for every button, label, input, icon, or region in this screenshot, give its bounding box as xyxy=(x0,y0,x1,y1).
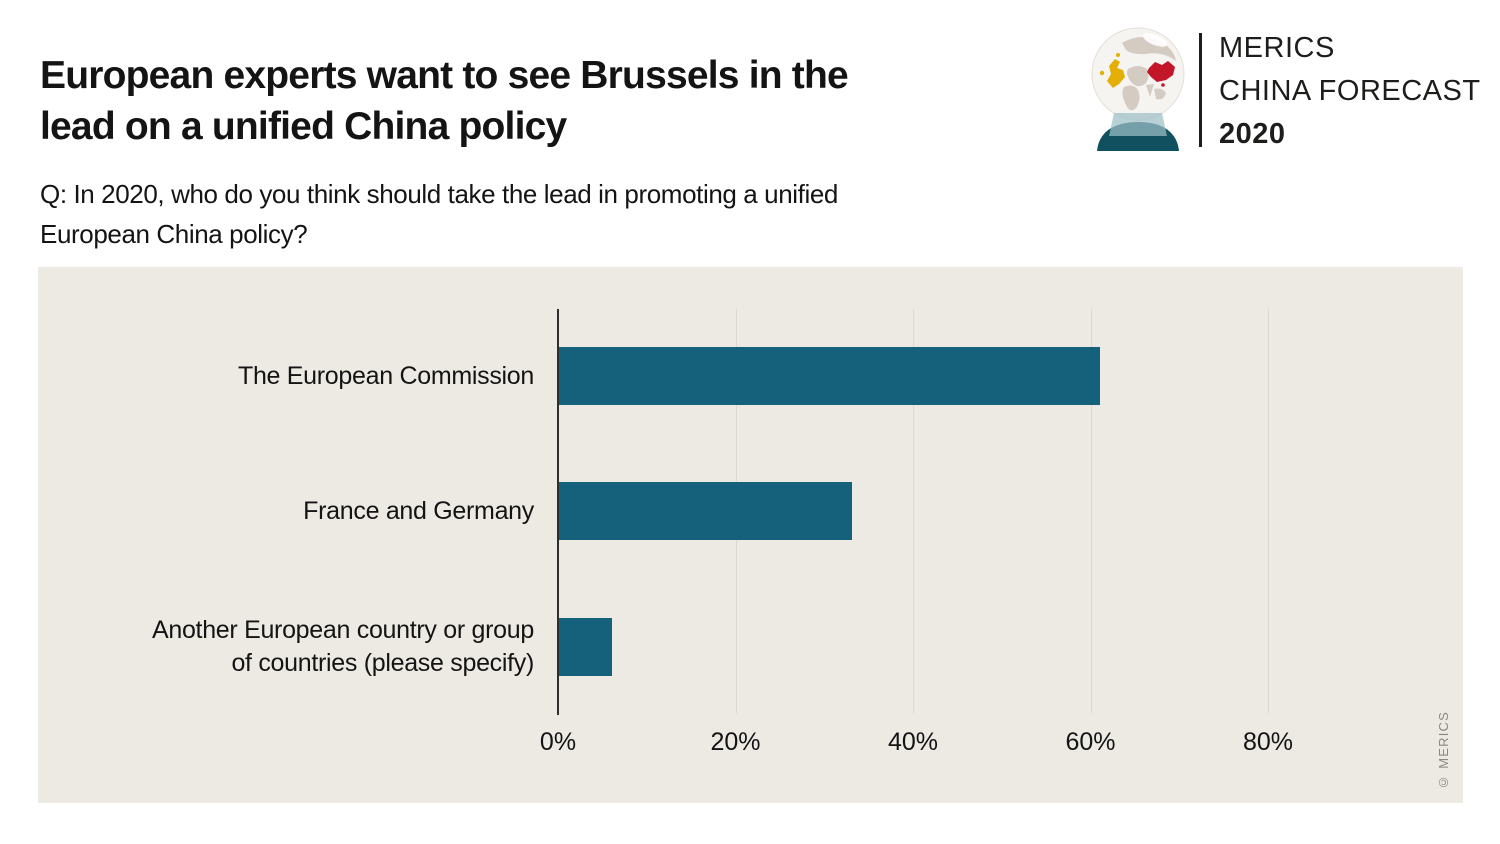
x-tick-label: 20% xyxy=(710,728,761,756)
gridline xyxy=(1268,309,1269,713)
question-subtitle-line1: Q: In 2020, who do you think should take… xyxy=(40,179,838,209)
logo-divider xyxy=(1199,33,1202,147)
logo-brand-name: MERICS xyxy=(1219,32,1335,64)
page-title: European experts want to see Brussels in… xyxy=(40,50,849,152)
gridline xyxy=(1090,309,1092,713)
logo-year: 2020 xyxy=(1219,118,1286,150)
logo-wordmark: MERICS CHINA FORECAST 2020 xyxy=(1219,27,1481,156)
x-tick-label: 0% xyxy=(539,728,577,756)
category-label: France and Germany xyxy=(38,495,534,528)
category-label: Another European country or group of coun… xyxy=(38,614,534,680)
x-tick-label: 60% xyxy=(1065,728,1116,756)
plot-area: 0% 20% 40% 60% 80% The European Commission Fra… xyxy=(38,267,1463,803)
x-axis-line xyxy=(557,309,559,715)
header: European experts want to see Brussels in… xyxy=(40,50,849,254)
category-label: The European Commission xyxy=(38,360,534,393)
question-subtitle: Q: In 2020, who do you think should take… xyxy=(40,174,848,254)
category-label-line: of countries (please specify) xyxy=(231,649,534,677)
x-tick-label: 40% xyxy=(887,728,939,756)
page-title-line2: lead on a unified China policy xyxy=(40,105,567,148)
merics-logo: MERICS CHINA FORECAST 2020 xyxy=(1088,27,1481,156)
category-label-line: The European Commission xyxy=(237,361,534,390)
bar xyxy=(559,618,613,676)
category-label-line: Another European country or group xyxy=(151,616,534,644)
copyright-credit: © MERICS xyxy=(1436,711,1451,790)
page-title-line1: European experts want to see Brussels in… xyxy=(40,54,849,97)
logo-product-name: CHINA FORECAST xyxy=(1219,75,1481,107)
crystal-ball-globe-icon xyxy=(1091,27,1185,151)
chart-panel: 0% 20% 40% 60% 80% The European Commission Fra… xyxy=(38,267,1463,803)
x-tick-label: 80% xyxy=(1242,728,1294,756)
question-subtitle-line2: European China policy? xyxy=(40,219,308,249)
bar xyxy=(559,347,1101,405)
bar xyxy=(559,482,852,540)
gridline xyxy=(913,309,914,713)
category-label-line: France and Germany xyxy=(303,496,534,525)
